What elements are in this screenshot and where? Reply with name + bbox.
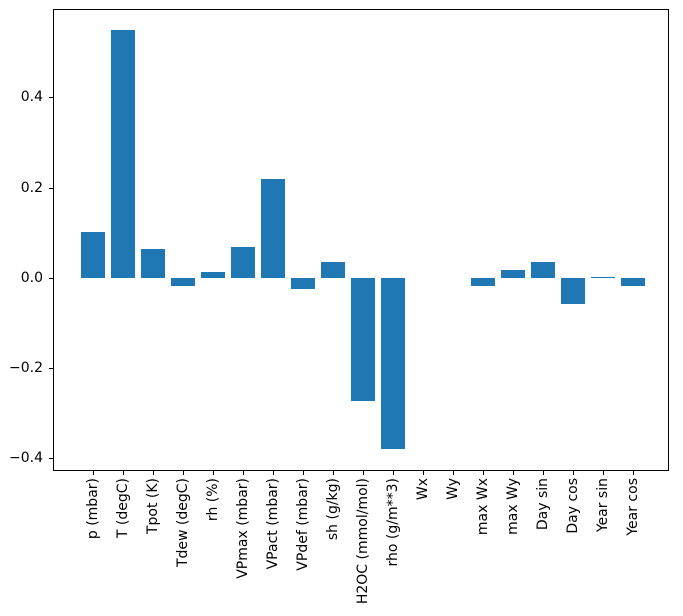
x-tick-5 — [242, 471, 244, 475]
x-tick-1 — [122, 471, 124, 475]
x-tick-label-3: Tdew (degC) — [174, 478, 191, 568]
bar-10 — [381, 278, 406, 450]
x-tick-11 — [422, 471, 424, 475]
bar-8 — [321, 262, 346, 279]
x-tick-12 — [452, 471, 454, 475]
bar-6 — [261, 178, 286, 279]
bar-13 — [471, 278, 496, 287]
x-tick-14 — [512, 471, 514, 475]
y-tick-label-2: 0.0 — [20, 269, 43, 286]
y-tick-1 — [49, 187, 53, 189]
x-tick-15 — [542, 471, 544, 475]
x-tick-9 — [362, 471, 364, 475]
x-tick-label-12: Wy — [444, 478, 461, 500]
bar-2 — [141, 248, 166, 279]
y-tick-2 — [49, 277, 53, 279]
x-tick-0 — [92, 471, 94, 475]
x-tick-label-5: VPmax (mbar) — [234, 478, 251, 579]
y-tick-label-1: 0.2 — [20, 179, 43, 196]
y-tick-4 — [49, 458, 53, 460]
x-tick-10 — [392, 471, 394, 475]
x-tick-16 — [572, 471, 574, 475]
y-tick-0 — [49, 97, 53, 99]
bar-7 — [291, 278, 316, 289]
x-tick-8 — [332, 471, 334, 475]
x-tick-17 — [602, 471, 604, 475]
x-tick-label-17: Year sin — [594, 478, 611, 533]
x-tick-label-7: VPdef (mbar) — [294, 478, 311, 571]
x-tick-label-14: max Wy — [504, 478, 521, 535]
x-tick-label-18: Year cos — [624, 478, 641, 536]
bar-15 — [531, 262, 556, 279]
bar-17 — [591, 277, 616, 279]
x-tick-label-16: Day cos — [564, 478, 581, 534]
bar-3 — [171, 278, 196, 287]
x-tick-label-0: p (mbar) — [84, 478, 101, 540]
x-tick-7 — [302, 471, 304, 475]
bar-5 — [231, 247, 256, 279]
bar-9 — [351, 278, 376, 401]
bar-4 — [201, 271, 226, 279]
bar-0 — [81, 232, 106, 279]
x-tick-label-10: rho (g/m**3) — [384, 478, 401, 567]
x-tick-label-11: Wx — [414, 478, 431, 501]
bar-1 — [111, 29, 136, 279]
x-tick-6 — [272, 471, 274, 475]
x-tick-label-13: max Wx — [474, 478, 491, 536]
x-tick-label-8: sh (g/kg) — [324, 478, 341, 541]
x-tick-3 — [182, 471, 184, 475]
x-tick-label-15: Day sin — [534, 478, 551, 531]
y-tick-label-4: −0.4 — [9, 450, 43, 467]
x-tick-2 — [152, 471, 154, 475]
x-tick-label-1: T (degC) — [114, 478, 131, 539]
x-tick-label-2: Tpot (K) — [144, 478, 161, 535]
x-tick-18 — [632, 471, 634, 475]
x-tick-13 — [482, 471, 484, 475]
x-tick-4 — [212, 471, 214, 475]
bar-18 — [621, 278, 646, 287]
y-tick-label-3: −0.2 — [9, 360, 43, 377]
y-tick-3 — [49, 368, 53, 370]
x-tick-label-6: VPact (mbar) — [264, 478, 281, 570]
bar-14 — [501, 270, 526, 279]
x-tick-label-9: H2OC (mmol/mol) — [354, 478, 371, 605]
x-tick-label-4: rh (%) — [204, 478, 221, 522]
y-tick-label-0: 0.4 — [20, 89, 43, 106]
bar-16 — [561, 278, 586, 305]
